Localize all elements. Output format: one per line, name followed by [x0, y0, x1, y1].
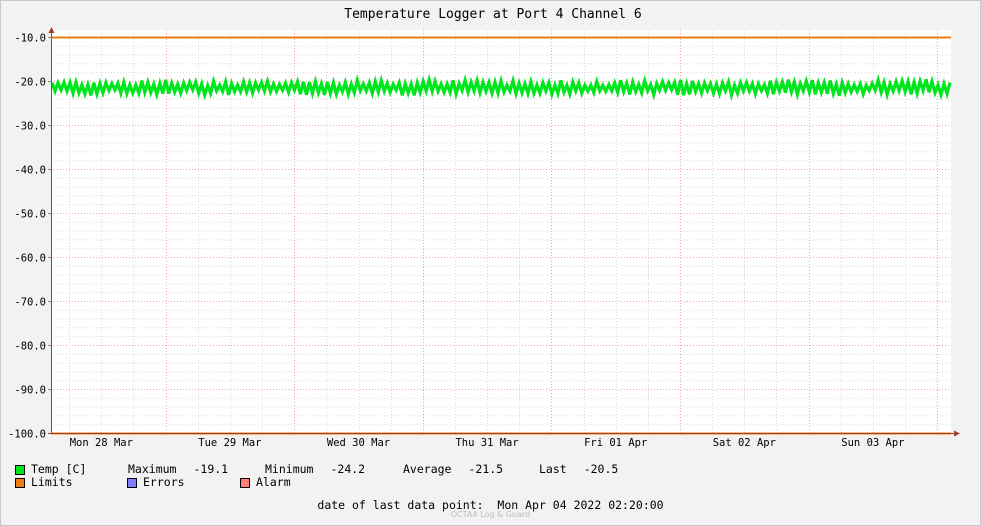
- x-axis-arrow: [954, 430, 960, 437]
- legend-swatch-alarm: [240, 477, 250, 488]
- y-tick-label: -30.0: [14, 121, 46, 133]
- y-tick-label: -80.0: [14, 341, 46, 353]
- y-tick-label: -20.0: [14, 77, 46, 89]
- x-tick-label: Fri 01 Apr: [584, 437, 647, 449]
- legend-item-temp: Temp [C]: [15, 463, 128, 476]
- last-point-label: date of last data point:: [317, 498, 484, 512]
- y-tick-label: -10.0: [14, 33, 46, 45]
- legend-row-temp: Temp [C] Maximum -19.1 Minimum -24.2 Ave…: [15, 463, 618, 476]
- x-axis-ticks: Mon 28 Mar Tue 29 Mar Wed 30 Mar Thu 31 Mar…: [70, 437, 905, 449]
- x-tick-label: Sat 02 Apr: [713, 437, 776, 449]
- legend-row-other: Limits Errors Alarm: [15, 476, 618, 489]
- stat-max-label: Maximum: [128, 462, 177, 476]
- legend-item-errors: Errors: [127, 476, 240, 489]
- legend-stat-last: Last -20.5: [539, 463, 618, 476]
- legend-label-errors: Errors: [143, 475, 185, 489]
- legend-swatch-temp: [15, 464, 25, 475]
- legend-stat-max: Maximum -19.1: [128, 463, 265, 476]
- legend-item-alarm: Alarm: [240, 476, 291, 489]
- legend-label-alarm: Alarm: [256, 475, 291, 489]
- stat-min-label: Minimum: [265, 462, 314, 476]
- temp-series-line: [50, 73, 952, 102]
- legend-label-limits: Limits: [31, 475, 73, 489]
- legend-item-limits: Limits: [15, 476, 127, 489]
- axes: [48, 27, 960, 437]
- stat-max-value: -19.1: [193, 462, 229, 476]
- legend-label-temp: Temp [C]: [31, 462, 87, 476]
- legend-swatch-limits: [15, 477, 25, 488]
- stat-last-value: -20.5: [583, 462, 619, 476]
- y-axis-ticks: -10.0 -20.0 -30.0 -40.0 -50.0 -60.0 -70.0 -80.0…: [8, 33, 46, 441]
- legend-stat-min: Minimum -24.2: [265, 463, 403, 476]
- chart-title: Temperature Logger at Port 4 Channel 6: [344, 7, 641, 22]
- y-tick-label: -100.0: [8, 429, 46, 441]
- x-tick-label: Sun 03 Apr: [841, 437, 904, 449]
- watermark: OCTA4 Log & Guard: [450, 510, 531, 519]
- legend-swatch-errors: [127, 477, 137, 488]
- x-tick-label: Thu 31 Mar: [455, 437, 518, 449]
- last-point-value: Mon Apr 04 2022 02:20:00: [497, 498, 664, 512]
- plot-background: [51, 30, 951, 434]
- y-tick-label: -40.0: [14, 165, 46, 177]
- y-tick-label: -90.0: [14, 385, 46, 397]
- x-tick-label: Wed 30 Mar: [327, 437, 390, 449]
- legend: Temp [C] Maximum -19.1 Minimum -24.2 Ave…: [15, 463, 618, 489]
- legend-stat-avg: Average -21.5: [403, 463, 539, 476]
- y-tick-label: -60.0: [14, 253, 46, 265]
- stat-min-value: -24.2: [330, 462, 366, 476]
- y-tick-label: -50.0: [14, 209, 46, 221]
- last-data-point: date of last data point: Mon Apr 04 2022…: [0, 498, 981, 512]
- y-axis-arrow: [48, 27, 55, 33]
- grid: [51, 30, 951, 433]
- y-tick-label: -70.0: [14, 297, 46, 309]
- x-tick-label: Mon 28 Mar: [70, 437, 133, 449]
- stat-last-label: Last: [539, 462, 567, 476]
- x-tick-label: Tue 29 Mar: [198, 437, 261, 449]
- stat-avg-label: Average: [403, 462, 452, 476]
- stat-avg-value: -21.5: [468, 462, 504, 476]
